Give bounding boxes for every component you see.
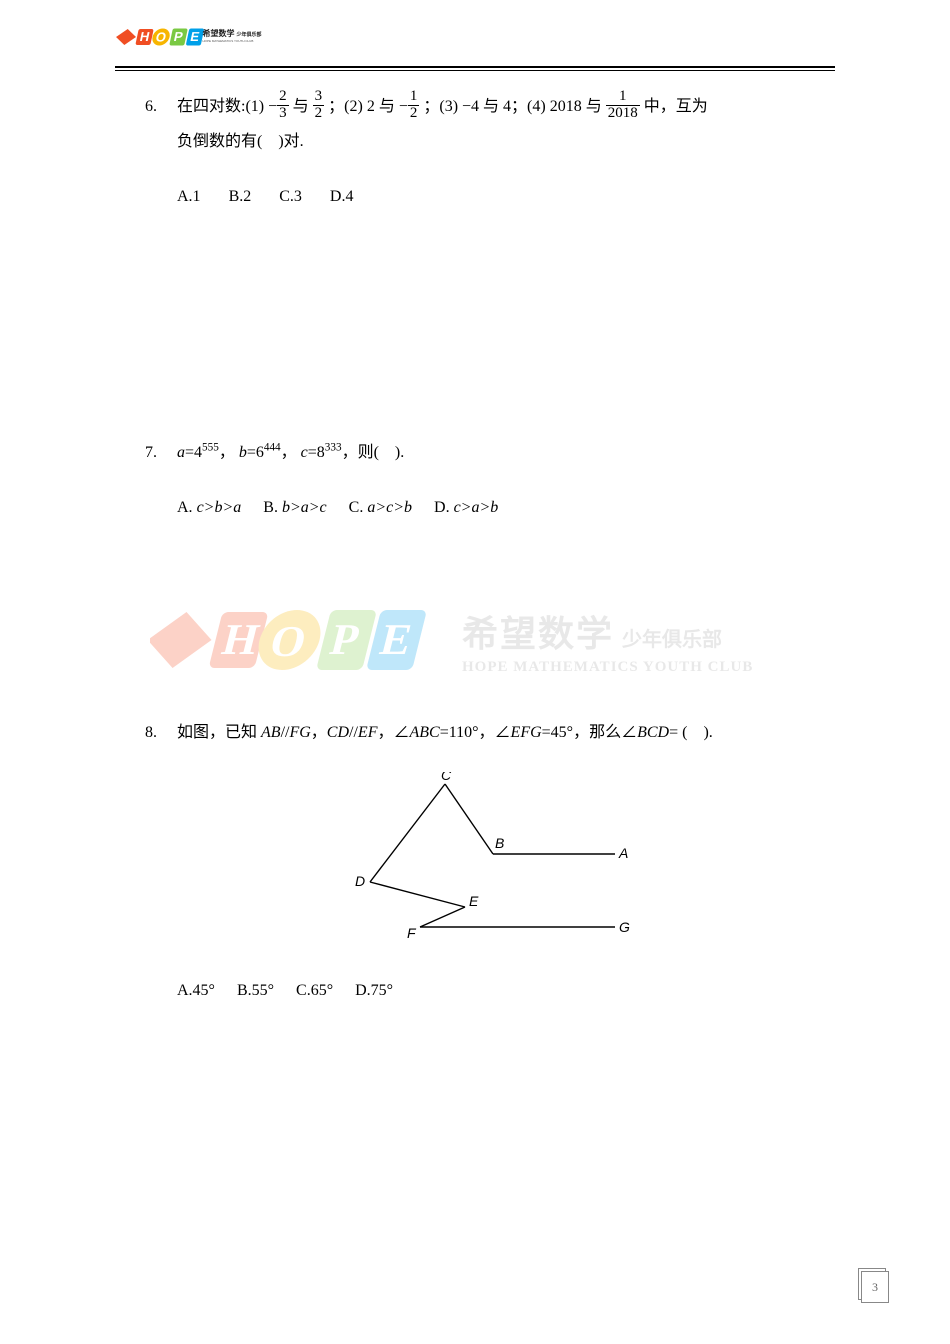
q7-options: A. c>b>a B. b>a>c C. a>c>b D. c>a>b bbox=[177, 490, 805, 525]
lbl-F: F bbox=[407, 925, 417, 941]
q8-geometry-svg: C B A D E F G bbox=[315, 772, 635, 942]
lbl-D: D bbox=[355, 873, 365, 889]
q6-opt-a[interactable]: A.1 bbox=[177, 188, 201, 205]
divider-thick bbox=[115, 66, 835, 68]
q7-opt-b[interactable]: B. b>a>c bbox=[263, 499, 326, 516]
q8-opt-d[interactable]: D.75° bbox=[355, 982, 393, 999]
q6-tail: 中，互为 bbox=[644, 98, 708, 115]
q8-stem: 如图，已知 AB//FG，CD//EF，∠ABC=110°，∠EFG=45°，那… bbox=[177, 715, 805, 750]
var-c: c bbox=[301, 444, 308, 461]
minus-sign-2: − bbox=[399, 98, 408, 115]
q7-opt-c[interactable]: C. a>c>b bbox=[349, 499, 412, 516]
svg-text:H: H bbox=[218, 615, 264, 664]
question-8: 8. 如图，已知 AB//FG，CD//EF，∠ABC=110°，∠EFG=45… bbox=[145, 715, 805, 1009]
q7-stem: a=4555， b=6444， c=8333，则( ). bbox=[177, 435, 805, 470]
q7-number: 7. bbox=[145, 435, 177, 470]
q7-opt-a[interactable]: A. c>b>a bbox=[177, 499, 241, 516]
svg-text:希望数学: 希望数学 bbox=[203, 28, 235, 38]
header: H O P E 希望数学 少年俱乐部 HOPE MATHEMATICS YOUT… bbox=[115, 20, 835, 56]
wm-en: HOPE MATHEMATICS YOUTH CLUB bbox=[462, 659, 753, 676]
q6-opt-b[interactable]: B.2 bbox=[229, 188, 252, 205]
var-a: a bbox=[177, 444, 185, 461]
q6-pre: 在四对数:(1) bbox=[177, 98, 268, 115]
q8-opt-b[interactable]: B.55° bbox=[237, 982, 274, 999]
q8-options: A.45° B.55° C.65° D.75° bbox=[177, 973, 805, 1008]
lbl-G: G bbox=[619, 919, 630, 935]
var-b: b bbox=[239, 444, 247, 461]
svg-text:O: O bbox=[265, 617, 311, 666]
hope-logo-svg: H O P E 希望数学 少年俱乐部 HOPE MATHEMATICS YOUT… bbox=[115, 20, 285, 56]
q6-stem: 在四对数:(1) −23 与 32 ；(2) 2 与 −12 ；(3) −4 与… bbox=[177, 89, 805, 124]
page: H O P E 希望数学 少年俱乐部 HOPE MATHEMATICS YOUT… bbox=[0, 0, 950, 1344]
q7-opt-d[interactable]: D. c>a>b bbox=[434, 499, 498, 516]
q8-figure: C B A D E F G bbox=[145, 772, 805, 955]
and-1: 与 bbox=[293, 98, 309, 115]
q6-sep1: ；(2) 2 与 bbox=[328, 98, 395, 115]
question-6: 6. 在四对数:(1) −23 与 32 ；(2) 2 与 −12 ；(3) −… bbox=[145, 89, 805, 215]
svg-text:E: E bbox=[376, 615, 418, 664]
lbl-A: A bbox=[618, 845, 628, 861]
q6-options: A.1 B.2 C.3 D.4 bbox=[177, 179, 805, 214]
q8-opt-a[interactable]: A.45° bbox=[177, 982, 215, 999]
logo: H O P E 希望数学 少年俱乐部 HOPE MATHEMATICS YOUT… bbox=[115, 20, 285, 56]
q6-sep2: ；(3) −4 与 4；(4) 2018 与 bbox=[423, 98, 601, 115]
fraction-2-3: 23 bbox=[277, 89, 289, 122]
lbl-B: B bbox=[495, 835, 504, 851]
divider-thin bbox=[115, 70, 835, 71]
lbl-E: E bbox=[469, 893, 479, 909]
wm-cn-main: 希望数学 bbox=[462, 614, 614, 654]
q6-opt-c[interactable]: C.3 bbox=[279, 188, 302, 205]
q6-line2: 负倒数的有( )对. bbox=[177, 124, 805, 159]
page-number-box: 3 bbox=[858, 1268, 888, 1302]
svg-text:HOPE MATHEMATICS YOUTH CLUB: HOPE MATHEMATICS YOUTH CLUB bbox=[203, 39, 254, 43]
page-number: 3 bbox=[861, 1271, 889, 1303]
q8-number: 8. bbox=[145, 715, 177, 750]
q6-number: 6. bbox=[145, 89, 177, 124]
q6-opt-d[interactable]: D.4 bbox=[330, 188, 354, 205]
fraction-3-2: 32 bbox=[313, 89, 325, 122]
watermark: H O P E 希望数学 少年俱乐部 HOPE MATHEMATICS YOUT… bbox=[150, 590, 830, 690]
wm-cn-sub: 少年俱乐部 bbox=[622, 629, 722, 651]
question-7: 7. a=4555， b=6444， c=8333，则( ). A. c>b>a… bbox=[145, 435, 805, 525]
fraction-1-2018: 12018 bbox=[606, 89, 640, 122]
fraction-1-2: 12 bbox=[408, 89, 420, 122]
lbl-C: C bbox=[441, 772, 452, 783]
watermark-logo-icon: H O P E bbox=[150, 590, 450, 690]
minus-sign: − bbox=[268, 98, 277, 115]
svg-text:P: P bbox=[326, 615, 365, 664]
q8-opt-c[interactable]: C.65° bbox=[296, 982, 333, 999]
svg-text:少年俱乐部: 少年俱乐部 bbox=[236, 31, 262, 38]
